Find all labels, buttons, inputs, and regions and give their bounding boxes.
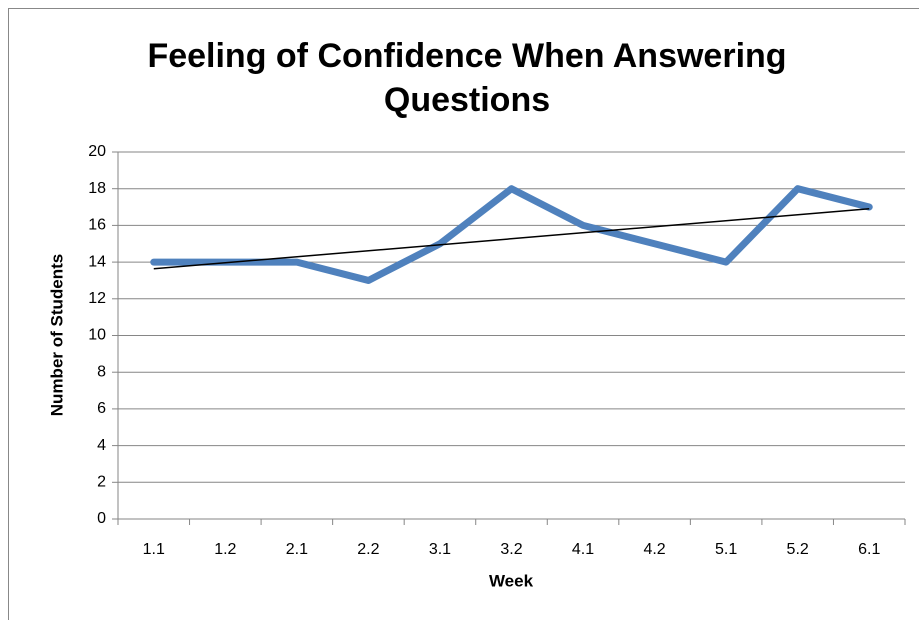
y-tick-label: 20	[88, 143, 106, 160]
y-tick-label: 10	[88, 327, 106, 344]
x-tick-label: 1.2	[214, 541, 236, 558]
chart-title: Feeling of Confidence When Answering Que…	[147, 37, 787, 119]
x-tick-label: 6.1	[858, 541, 880, 558]
x-tick-label: 1.1	[143, 541, 165, 558]
x-tick-label: 4.1	[572, 541, 594, 558]
x-axis-label: Week	[489, 571, 534, 590]
trendline	[153, 207, 870, 270]
y-tick-label: 0	[97, 510, 106, 527]
line-series	[150, 185, 873, 284]
x-tick-label: 5.2	[787, 541, 809, 558]
x-tick-label: 5.1	[715, 541, 737, 558]
y-tick-label: 4	[97, 437, 106, 454]
y-axis-label: Number of Students	[47, 254, 66, 416]
y-tick-label: 2	[97, 474, 106, 491]
chart-border	[8, 8, 919, 620]
y-tick-label: 16	[88, 217, 106, 234]
x-tick-label: 2.1	[286, 541, 308, 558]
x-tick-label: 4.2	[643, 541, 665, 558]
x-tick-label: 3.2	[500, 541, 522, 558]
x-tick-label: 3.1	[429, 541, 451, 558]
y-tick-label: 6	[97, 400, 106, 417]
y-tick-label: 12	[88, 290, 106, 307]
y-tick-label: 8	[97, 363, 106, 380]
y-tick-label: 14	[88, 253, 106, 270]
y-tick-label: 18	[88, 180, 106, 197]
x-tick-label: 2.2	[357, 541, 379, 558]
